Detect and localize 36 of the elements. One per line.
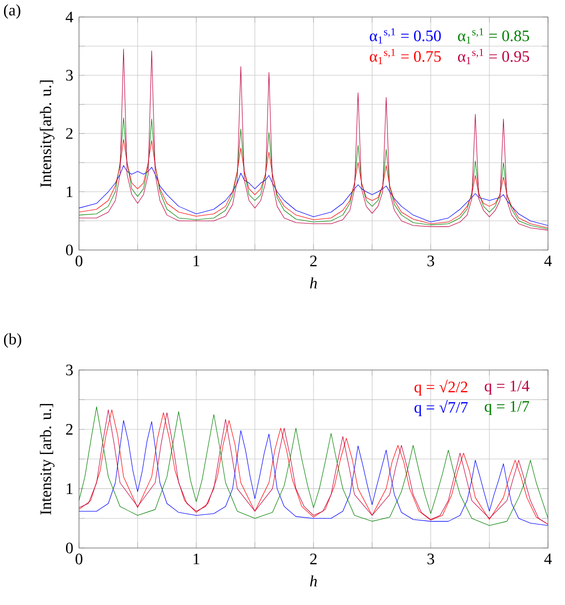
y-tick-label: 1 xyxy=(66,483,72,494)
y-axis-title: Intensity[arb. u.] xyxy=(40,80,54,188)
y-tick-label: 1 xyxy=(66,186,72,198)
line-series xyxy=(79,139,548,228)
text: α$_{1}$$^{s,1}$ = 0.85 xyxy=(458,28,530,44)
text: q = √7/7 xyxy=(414,400,468,416)
x-tick-label: 3 xyxy=(428,554,434,564)
line-series xyxy=(79,118,548,230)
text: q = 1/7 xyxy=(484,401,530,416)
x-tick-label: 0 xyxy=(76,554,82,564)
x-tick-label: 2 xyxy=(310,256,317,266)
text: α$_{1}$$^{s,1}$ = 0.50 xyxy=(370,28,441,44)
text: q = √2/2 xyxy=(414,380,468,396)
y-tick-label: 3 xyxy=(66,364,73,376)
y-tick-label: 2 xyxy=(66,128,73,139)
y-tick-label: 2 xyxy=(66,424,73,435)
text: α$_{1}$$^{s,1}$ = 0.75 xyxy=(370,48,441,64)
chart-title: (b) xyxy=(4,333,22,348)
x-tick-label: 4 xyxy=(544,554,552,564)
x-tick-label: 0 xyxy=(76,256,82,266)
x-axis-title: h xyxy=(310,277,317,288)
text: q = 1/4 xyxy=(484,380,530,395)
line-series xyxy=(79,165,548,226)
x-axis-title: h xyxy=(310,575,317,586)
text: α$_{1}$$^{s,1}$ = 0.95 xyxy=(458,48,530,64)
chart-title: (a) xyxy=(4,4,20,19)
x-tick-label: 2 xyxy=(310,554,317,564)
y-tick-label: 0 xyxy=(66,542,73,554)
y-tick-label: 4 xyxy=(66,12,74,22)
x-tick-label: 4 xyxy=(544,256,552,266)
y-tick-label: 0 xyxy=(66,244,73,256)
y-axis-title: Intensity [arb. u.] xyxy=(40,404,54,515)
x-tick-label: 3 xyxy=(428,256,434,266)
x-tick-label: 1 xyxy=(194,256,200,266)
y-tick-label: 3 xyxy=(66,70,73,81)
x-tick-label: 1 xyxy=(194,554,200,564)
